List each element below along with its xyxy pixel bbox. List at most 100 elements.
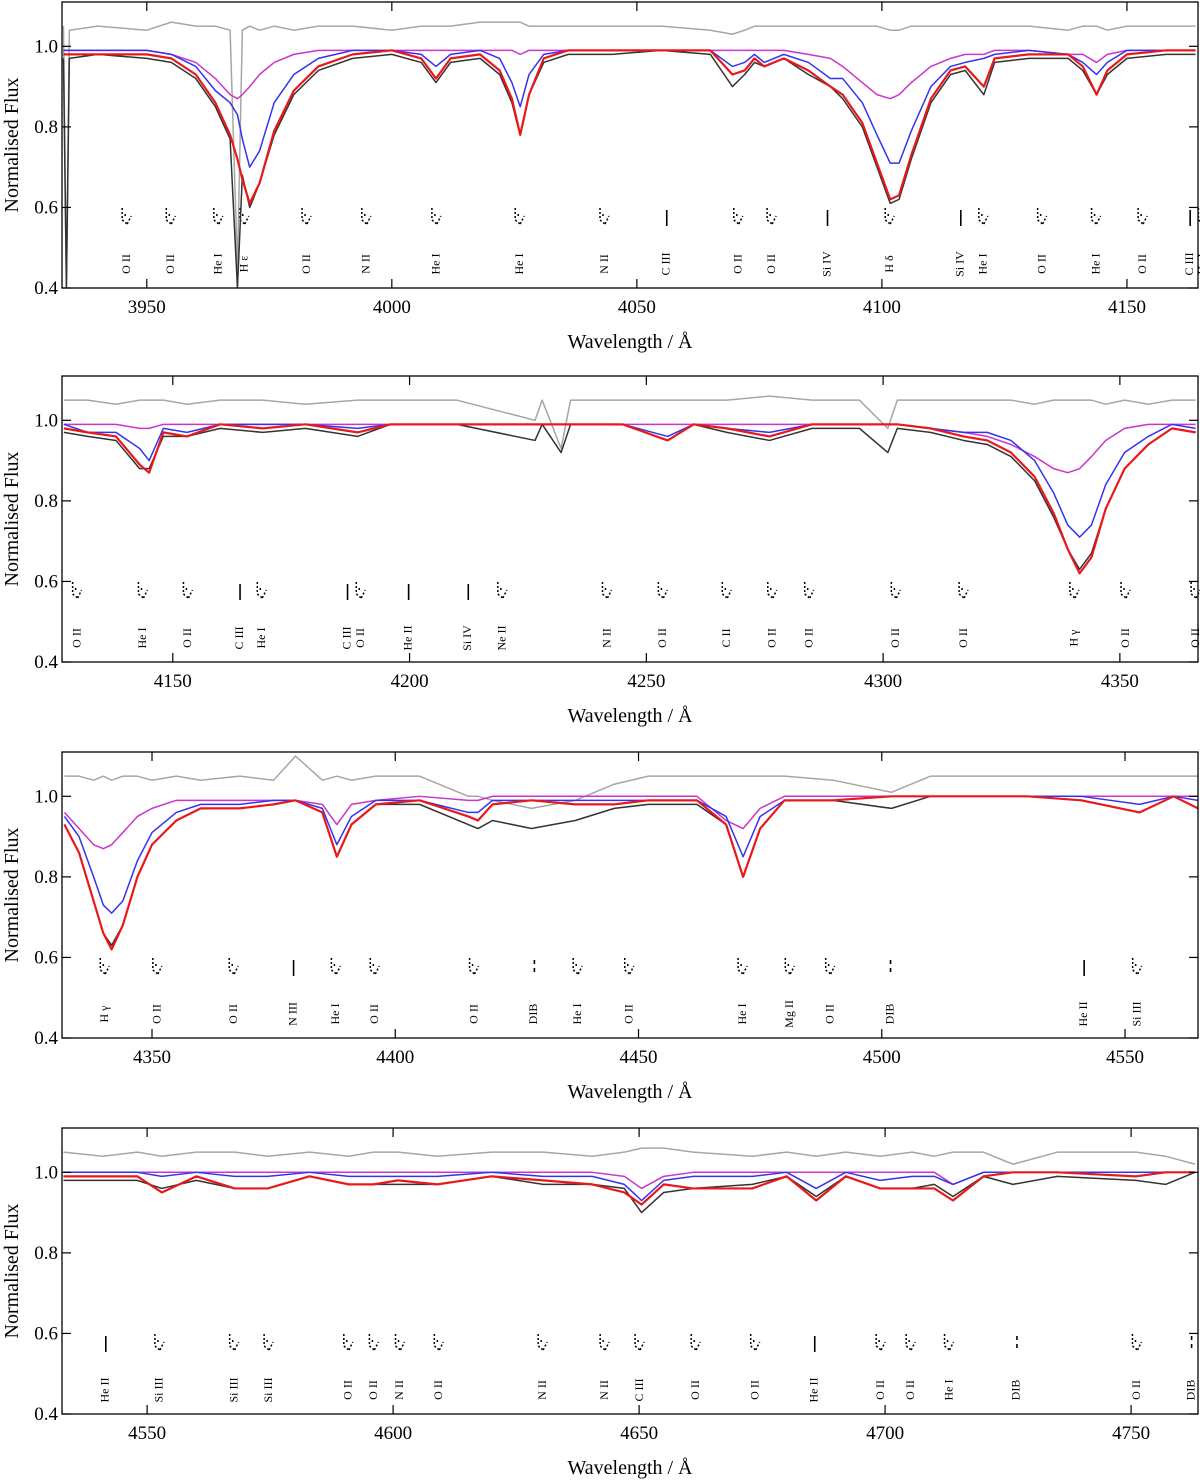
- x-tick-label: 4400: [376, 1047, 414, 1068]
- line-id-label: N II: [597, 254, 611, 274]
- y-axis-label: Normalised Flux: [1, 78, 23, 213]
- line-id-label: Si IV: [819, 251, 833, 277]
- line-id-mark: [343, 1334, 354, 1351]
- panel: H γ O II O II N III He I O II O II DIB He I O II H…: [1, 751, 1199, 1103]
- spectrum-line: [63, 1171, 1196, 1190]
- line-id-label: Ne II: [495, 626, 509, 651]
- line-id-label: O II: [119, 254, 133, 274]
- spectrum-line: [63, 423, 1196, 474]
- line-id-mark: [1131, 1334, 1143, 1351]
- line-id-label: He I: [735, 1004, 749, 1025]
- line-id-label: O II: [1118, 628, 1132, 648]
- line-id-label: C II: [719, 629, 733, 648]
- line-id-label: N II: [535, 1380, 549, 1400]
- line-id-mark: [537, 1334, 548, 1351]
- x-tick-label: 4000: [373, 297, 411, 318]
- line-id-label: O II: [69, 628, 83, 648]
- spectrum-line: [63, 1171, 1196, 1214]
- y-tick-label: 0.8: [34, 1243, 58, 1264]
- line-id-mark: [599, 208, 610, 225]
- line-id-mark: [228, 1334, 240, 1351]
- line-id-label: O II: [655, 628, 669, 648]
- panel: O II O II He I H ε O II N II He I He I N II C III…: [1, 1, 1200, 353]
- line-id-mark: [599, 1334, 610, 1351]
- line-id-label: He I: [211, 254, 225, 275]
- line-id-mark: [1137, 208, 1148, 225]
- line-id-label: C III: [232, 627, 246, 650]
- line-id-mark: [497, 582, 508, 599]
- x-tick-label: 4550: [1106, 1047, 1144, 1068]
- x-tick-label: 4500: [863, 1047, 901, 1068]
- line-id-label: O II: [747, 1380, 761, 1400]
- line-id-mark: [433, 1334, 445, 1351]
- x-tick-label: 4100: [863, 297, 901, 318]
- line-id-mark: [228, 958, 239, 975]
- line-id-label: O II: [688, 1380, 702, 1400]
- line-id-label: Si IV: [953, 251, 967, 277]
- axes-frame: [61, 375, 1199, 663]
- line-id-label: He I: [135, 628, 149, 649]
- line-id-mark: [165, 208, 176, 225]
- line-id-label: He I: [976, 254, 990, 275]
- line-id-mark: [884, 208, 895, 225]
- spectra: [63, 395, 1196, 575]
- spectra: [63, 755, 1198, 951]
- line-id-mark: [394, 1334, 406, 1351]
- spectrum-line: [63, 795, 1198, 951]
- line-id-mark: [468, 958, 480, 975]
- x-tick-label: 4750: [1112, 1423, 1150, 1444]
- line-id-label: He I: [570, 1004, 584, 1025]
- y-tick-label: 1.0: [34, 1162, 58, 1183]
- y-tick-label: 0.8: [34, 117, 58, 138]
- line-id-label: He I: [1088, 254, 1102, 275]
- x-tick-label: 4350: [1101, 671, 1139, 692]
- spectra: [63, 1147, 1196, 1214]
- x-tick-label: 3950: [128, 297, 166, 318]
- line-id-mark: [368, 1334, 380, 1351]
- line-id-label: O II: [431, 1380, 445, 1400]
- line-id-label: O II: [466, 1004, 480, 1024]
- y-axis-label: Normalised Flux: [1, 452, 23, 587]
- line-id-label: He I: [429, 254, 443, 275]
- line-id-mark: [958, 582, 969, 599]
- x-tick-label: 4450: [620, 1047, 658, 1068]
- x-tick-label: 4150: [1108, 297, 1146, 318]
- line-id-label: DIB: [1183, 1380, 1197, 1401]
- line-id-label: O II: [765, 628, 779, 648]
- y-tick-label: 0.8: [34, 867, 58, 888]
- spectrum-line: [63, 423, 1196, 575]
- spectrum-line: [64, 755, 1198, 810]
- line-id-label: He II: [400, 626, 414, 651]
- y-tick-label: 1.0: [34, 786, 58, 807]
- y-tick-label: 0.8: [34, 491, 58, 512]
- line-id-label: H δ: [882, 255, 896, 273]
- line-id-mark: [905, 1334, 916, 1351]
- line-id-mark: [766, 208, 777, 225]
- x-tick-label: 4350: [133, 1047, 171, 1068]
- x-tick-label: 4650: [620, 1423, 658, 1444]
- line-id-mark: [355, 582, 366, 599]
- line-id-label: DIB: [882, 1004, 896, 1025]
- line-id-mark: [1120, 582, 1131, 599]
- line-id-label: O II: [801, 628, 815, 648]
- line-id-mark: [263, 1334, 274, 1351]
- line-id-mark: [152, 958, 163, 975]
- spectrum-line: [62, 49, 1196, 288]
- line-id-mark: [121, 208, 132, 225]
- line-id-label: N II: [359, 254, 373, 274]
- y-axis-label: Normalised Flux: [1, 828, 23, 963]
- line-id-label: O II: [903, 1380, 917, 1400]
- line-id-label: O II: [888, 628, 902, 648]
- y-tick-label: 1.0: [34, 410, 58, 431]
- y-tick-label: 1.0: [34, 36, 58, 57]
- line-id-label: Si IV: [460, 625, 474, 651]
- y-tick-label: 0.4: [34, 278, 58, 299]
- line-id-label: O II: [299, 254, 313, 274]
- line-id-label: O II: [731, 254, 745, 274]
- line-id-mark: [943, 1334, 955, 1351]
- line-id-mark: [213, 208, 224, 225]
- line-id-label: DIB: [1009, 1380, 1023, 1401]
- line-id-mark: [1069, 582, 1080, 599]
- x-axis-label: Wavelength / Å: [567, 1457, 693, 1479]
